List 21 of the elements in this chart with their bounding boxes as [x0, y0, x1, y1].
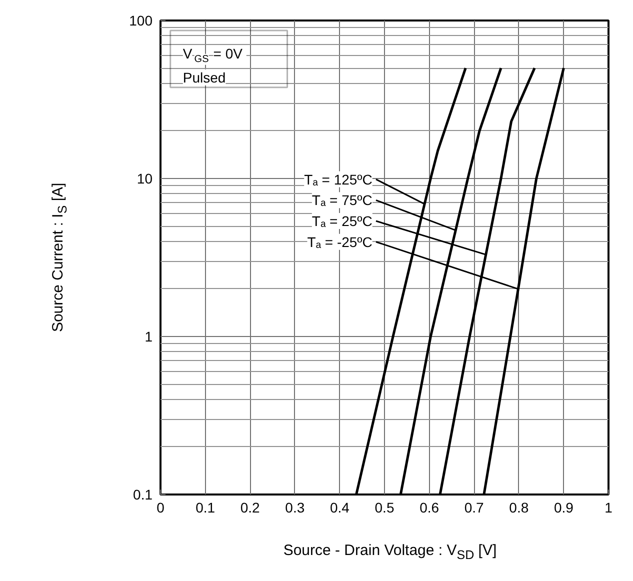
x-tick-label: 0.9 — [554, 500, 574, 516]
annotation: Tₐ = 75ºC — [312, 192, 372, 208]
x-tick-label: 0.1 — [196, 500, 216, 516]
y-tick-label: 10 — [136, 170, 153, 186]
x-axis-title: Source - Drain Voltage : V$_{SD}$ [V] — [282, 541, 498, 564]
x-tick-label: 0.3 — [285, 500, 305, 516]
annotation: Tₐ = 25ºC — [312, 213, 372, 229]
y-tick-label: 100 — [129, 12, 153, 28]
x-tick-label: 1 — [604, 500, 613, 516]
x-tick-label: 0 — [156, 500, 165, 516]
x-tick-label: 0.7 — [464, 500, 484, 516]
annotation: Tₐ = 125ºC — [304, 171, 372, 188]
y-tick-label: 0.1 — [133, 486, 153, 502]
x-tick-label: 0.4 — [330, 500, 350, 516]
annotation: Tₐ = -25ºC — [307, 234, 372, 250]
x-tick-label: 0.6 — [420, 500, 440, 516]
x-tick-label: 0.5 — [374, 500, 394, 516]
x-tick-label: 0.2 — [240, 500, 260, 516]
annotation: Pulsed — [182, 69, 226, 86]
y-tick-label: 1 — [144, 328, 153, 344]
x-tick-label: 0.8 — [509, 500, 529, 516]
